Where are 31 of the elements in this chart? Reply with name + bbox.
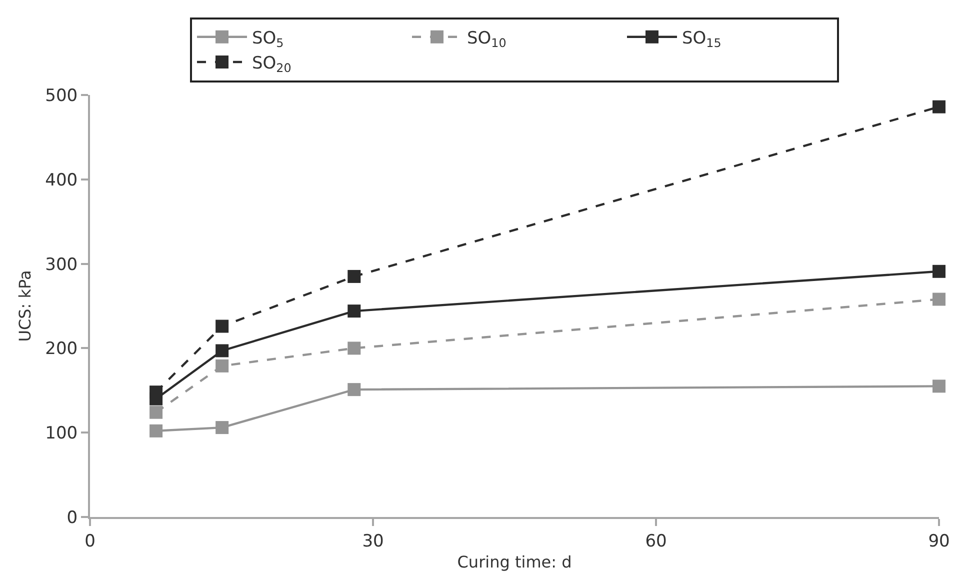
point [216, 320, 229, 333]
x-axis-title: Curing time: d [457, 552, 572, 572]
y-tick-label: 500 [45, 86, 78, 106]
point [348, 270, 361, 283]
point [348, 342, 361, 355]
x-tick-label: 90 [928, 531, 950, 552]
point [932, 264, 946, 278]
point [150, 386, 163, 399]
x-tick-label: 0 [84, 531, 96, 552]
point [932, 100, 946, 114]
point [348, 383, 361, 396]
point [932, 292, 946, 306]
point [348, 304, 361, 318]
y-tick-label: 200 [45, 339, 78, 360]
point [216, 344, 229, 358]
x-tick-label: 60 [645, 531, 667, 552]
y-tick-label: 0 [66, 508, 78, 528]
y-axis-title: UCS: kPa [16, 270, 35, 342]
x-tick-label: 30 [362, 531, 384, 552]
y-tick-label: 400 [45, 170, 78, 190]
legend-label: SO$_{20}$ [252, 54, 292, 76]
point [216, 421, 229, 434]
legend-label: SO$_{5}$ [252, 28, 284, 50]
y-tick-label: 100 [45, 424, 78, 444]
point [150, 424, 163, 438]
y-tick-label: 300 [45, 254, 78, 275]
legend-label: SO$_{10}$ [467, 28, 506, 50]
legend-label: SO$_{15}$ [682, 28, 722, 50]
point [150, 406, 163, 419]
point [932, 380, 946, 393]
point [216, 359, 229, 372]
